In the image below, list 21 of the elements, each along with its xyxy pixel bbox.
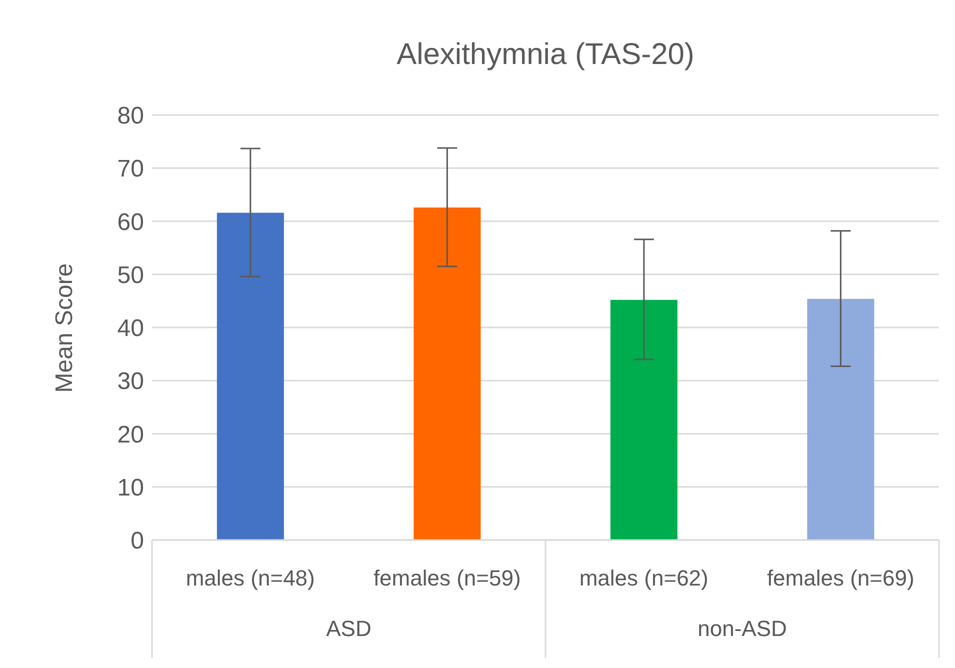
y-tick-label: 80: [117, 102, 144, 130]
bar: [216, 212, 284, 540]
chart-title: Alexithymnia (TAS-20): [396, 38, 696, 72]
text: ASD: [325, 616, 372, 642]
x-tick-label: females (n=69): [766, 566, 914, 591]
x-tick-label: males (n=62): [579, 566, 708, 591]
y-tick-label: 50: [117, 262, 144, 289]
y-tick-label: 30: [117, 368, 144, 396]
bar: [807, 298, 874, 540]
y-tick-label: 10: [117, 474, 144, 502]
y-tick-label: 20: [117, 421, 144, 448]
bar: [414, 207, 481, 540]
text: non-ASD: [696, 616, 788, 642]
y-tick-label: 40: [117, 315, 144, 342]
y-tick-label: 70: [117, 156, 144, 183]
x-tick-label: males (n=48): [186, 566, 315, 591]
y-axis-title: Mean Score: [51, 262, 79, 392]
y-tick-label: 0: [130, 528, 144, 555]
y-tick-label: 60: [117, 208, 144, 236]
x-tick-label: females (n=59): [373, 566, 521, 591]
bar: [610, 300, 678, 540]
